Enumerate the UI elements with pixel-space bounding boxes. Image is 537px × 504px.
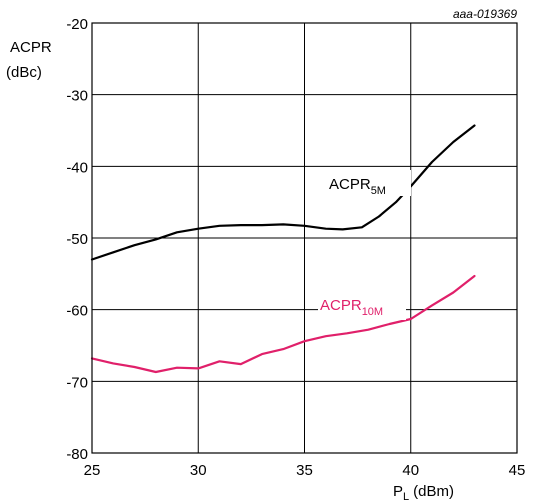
series-label-acpr5m-sub: 5M [371, 185, 386, 197]
series-label-acpr10m-main: ACPR [320, 297, 362, 314]
svg-text:ACPR10M: ACPR10M [320, 297, 383, 318]
y-tick-label: -20 [66, 16, 88, 33]
y-tick-label: -60 [66, 303, 88, 320]
series-label-acpr5m: ACPR5M [327, 170, 411, 197]
y-tick-label: -40 [66, 159, 88, 176]
x-tick-label: 30 [190, 462, 207, 479]
figure-code: aaa-019369 [453, 7, 517, 21]
plot-frame [91, 22, 518, 454]
svg-text:ACPR5M: ACPR5M [329, 176, 386, 197]
series-label-acpr5m-main: ACPR [329, 176, 371, 193]
series-label-acpr10m: ACPR10M [318, 294, 406, 320]
x-axis-label-main: P [393, 483, 403, 500]
y-tick-labels: -20 -30 -40 -50 -60 -70 -80 [66, 16, 88, 463]
x-tick-label: 40 [402, 462, 419, 479]
x-tick-label: 45 [509, 462, 526, 479]
x-tick-labels: 25 30 35 40 45 [84, 462, 526, 479]
y-axis-unit: (dBc) [6, 64, 42, 81]
y-tick-label: -70 [66, 374, 88, 391]
series-line-acpr10m [90, 274, 476, 374]
x-axis-label: PL (dBm) [393, 483, 454, 503]
x-axis-label-unit: (dBm) [413, 483, 454, 500]
y-tick-label: -30 [66, 88, 88, 105]
y-tick-label: -80 [66, 446, 88, 463]
x-tick-label: 25 [84, 462, 101, 479]
x-axis-label-sub: L [403, 491, 409, 503]
series-label-acpr10m-sub: 10M [362, 306, 383, 318]
y-tick-label: -50 [66, 231, 88, 248]
x-tick-label: 35 [296, 462, 313, 479]
y-axis-label: ACPR [10, 39, 52, 56]
